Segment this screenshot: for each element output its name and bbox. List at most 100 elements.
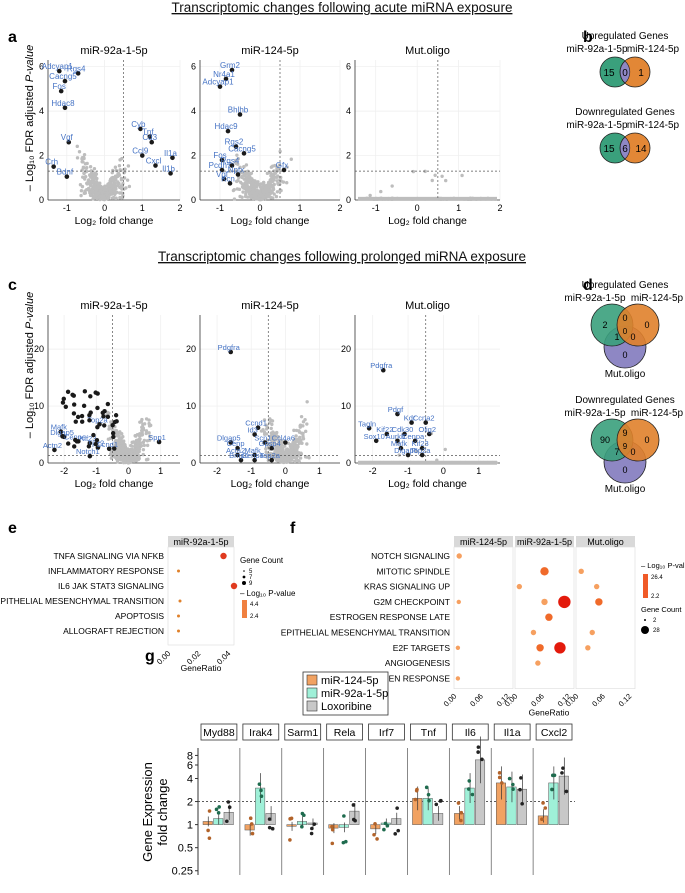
legend-colorbar: [242, 600, 247, 618]
data-point: [480, 757, 484, 762]
volcano-point: [368, 193, 372, 198]
volcano-point: [140, 425, 144, 430]
gene-label: Ccl4a6: [272, 434, 295, 443]
x-tick-label: 1: [476, 466, 481, 476]
gene-label: Ccna2: [413, 414, 435, 423]
volcano-point: [252, 194, 256, 198]
enrichment-dot: [530, 629, 537, 636]
bar: [558, 775, 569, 825]
significant-point: [384, 431, 390, 437]
facet-strip-label: miR-124-5p: [460, 537, 507, 547]
volcano-point: [112, 196, 117, 200]
category-label: EPITHELIAL MESENCHYMAL TRANSITION: [0, 596, 164, 606]
x-tick-label: 0.00: [442, 692, 459, 709]
legend-label: 2.2: [651, 594, 660, 600]
venn-set-label: miR-92a-1-5p: [566, 44, 628, 55]
panel-letter-d: d: [583, 277, 593, 294]
volcano-point: [141, 440, 146, 445]
gene-label: Pdgfra: [370, 361, 393, 370]
y-tick-label: 10: [34, 401, 44, 411]
venn-set-label: Mut.oligo: [605, 369, 646, 380]
y-tick-label: 20: [341, 344, 351, 354]
legend-label: 2: [653, 618, 657, 624]
gene-label: Cxcl: [146, 157, 162, 166]
volcano-point: [114, 187, 118, 191]
gene-label: Mafk: [245, 446, 262, 455]
venn-count: 0: [644, 435, 649, 445]
volcano-point: [250, 188, 255, 192]
volcano-point: [95, 196, 99, 201]
significant-point: [235, 172, 241, 177]
significant-point: [60, 434, 65, 439]
x-axis-label: GeneRatio: [181, 663, 222, 673]
volcano-point: [107, 193, 111, 198]
legend-swatch: [306, 687, 318, 699]
data-point: [330, 827, 335, 832]
venn-title: Downregulated Genes: [575, 395, 675, 406]
volcano-point: [255, 192, 259, 196]
enrichment-dot: [541, 598, 548, 606]
volcano-point: [397, 453, 401, 457]
significant-point: [66, 139, 72, 145]
gene-strip: [326, 723, 363, 741]
significant-point: [139, 153, 145, 158]
volcano-point: [133, 458, 137, 463]
volcano-point: [251, 190, 256, 195]
gene-label: Pcdh7: [209, 161, 232, 170]
venn-count: 0: [622, 68, 628, 79]
data-point: [227, 805, 232, 809]
legend-label: 28: [653, 628, 660, 634]
volcano-point: [264, 450, 268, 454]
legend-dot: [242, 581, 246, 585]
volcano-point: [141, 428, 146, 432]
x-tick-label: -1: [216, 203, 224, 213]
volcano-point: [82, 152, 87, 157]
gene-label: Kif22: [376, 425, 393, 434]
gene-label: Top2a: [259, 451, 280, 460]
x-tick-label: 0: [102, 203, 107, 213]
volcano-point: [110, 170, 114, 175]
volcano-point: [290, 445, 294, 449]
facet-strip-label: Mut.oligo: [587, 537, 624, 547]
significant-point: [79, 413, 85, 419]
venn-count: 14: [635, 144, 647, 155]
volcano-point: [430, 178, 434, 183]
x-tick-label: 1: [297, 203, 302, 213]
volcano-point: [130, 449, 135, 453]
data-point: [476, 745, 481, 749]
gene-label: Dlgap5: [50, 428, 74, 437]
bar: [495, 782, 506, 825]
gene-label: Bhlhb: [228, 105, 249, 114]
volcano-point: [118, 195, 122, 200]
panel-letter-a: a: [8, 29, 17, 46]
significant-point: [87, 413, 92, 418]
volcano-point: [119, 432, 124, 436]
volcano-point: [85, 165, 89, 170]
gene-label: Kdr: [404, 414, 416, 423]
volcano-point: [275, 442, 279, 447]
significant-point: [101, 414, 106, 419]
volcano-point: [295, 439, 299, 443]
venn-count: 1: [638, 68, 644, 79]
gene-label: Cenpe: [64, 432, 86, 441]
gene-label: Adcyap1: [202, 78, 234, 87]
venn-count: 9: [622, 428, 627, 438]
x-tick-label: 0.12: [617, 692, 634, 709]
significant-point: [61, 396, 66, 402]
data-point: [207, 809, 212, 813]
gene-strip-label: Irak4: [249, 727, 273, 739]
volcano-point: [122, 187, 126, 191]
significant-point: [419, 445, 425, 451]
data-point: [518, 787, 522, 792]
data-point: [344, 839, 348, 844]
volcano-point: [294, 451, 298, 455]
y-tick-label: 20: [186, 344, 196, 354]
bar: [475, 759, 486, 825]
legend-label: 26.4: [651, 575, 663, 581]
data-point: [330, 841, 335, 846]
legend-title: Gene Count: [240, 556, 284, 565]
gene-label: Rgs2: [225, 138, 244, 147]
volcano-point: [137, 434, 142, 438]
